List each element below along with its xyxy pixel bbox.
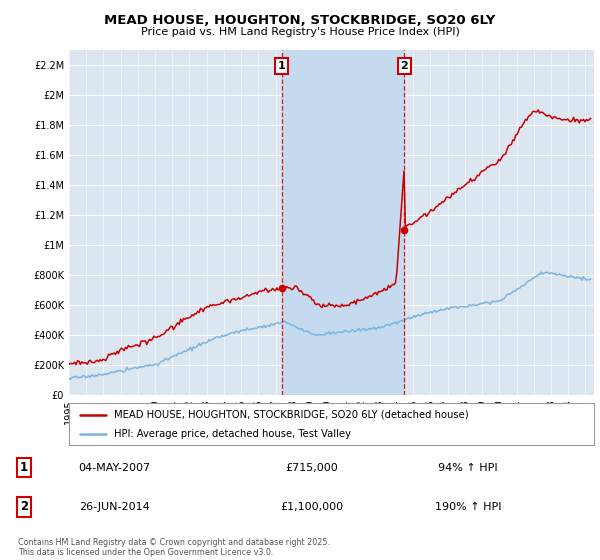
Text: 2: 2 [20,500,28,514]
Text: 04-MAY-2007: 04-MAY-2007 [78,463,150,473]
Text: 1: 1 [278,60,286,71]
Text: 190% ↑ HPI: 190% ↑ HPI [435,502,501,512]
Text: £715,000: £715,000 [286,463,338,473]
Text: HPI: Average price, detached house, Test Valley: HPI: Average price, detached house, Test… [113,429,350,439]
Text: Price paid vs. HM Land Registry's House Price Index (HPI): Price paid vs. HM Land Registry's House … [140,27,460,37]
Text: 26-JUN-2014: 26-JUN-2014 [79,502,149,512]
Text: £1,100,000: £1,100,000 [280,502,344,512]
Text: 2: 2 [400,60,408,71]
Bar [281,50,404,395]
Text: MEAD HOUSE, HOUGHTON, STOCKBRIDGE, SO20 6LY (detached house): MEAD HOUSE, HOUGHTON, STOCKBRIDGE, SO20 … [113,409,468,419]
Text: 94% ↑ HPI: 94% ↑ HPI [438,463,498,473]
Text: MEAD HOUSE, HOUGHTON, STOCKBRIDGE, SO20 6LY: MEAD HOUSE, HOUGHTON, STOCKBRIDGE, SO20 … [104,14,496,27]
Text: 1: 1 [20,461,28,474]
Text: Contains HM Land Registry data © Crown copyright and database right 2025.
This d: Contains HM Land Registry data © Crown c… [18,538,330,557]
